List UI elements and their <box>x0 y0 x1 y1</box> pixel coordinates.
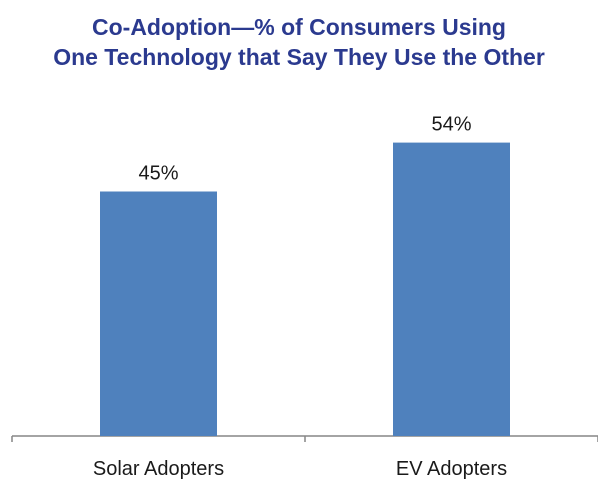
bar-1 <box>393 142 510 436</box>
chart-title: Co-Adoption—% of Consumers Using One Tec… <box>0 12 598 72</box>
category-label-0: Solar Adopters <box>93 458 224 480</box>
chart-title-line-2: One Technology that Say They Use the Oth… <box>53 44 545 70</box>
bar-value-label-1: 54% <box>431 114 471 136</box>
chart-title-line-1: Co-Adoption—% of Consumers Using <box>92 14 506 40</box>
bar-value-label-0: 45% <box>138 163 178 185</box>
bar-0 <box>100 191 217 436</box>
category-label-1: EV Adopters <box>396 458 507 480</box>
